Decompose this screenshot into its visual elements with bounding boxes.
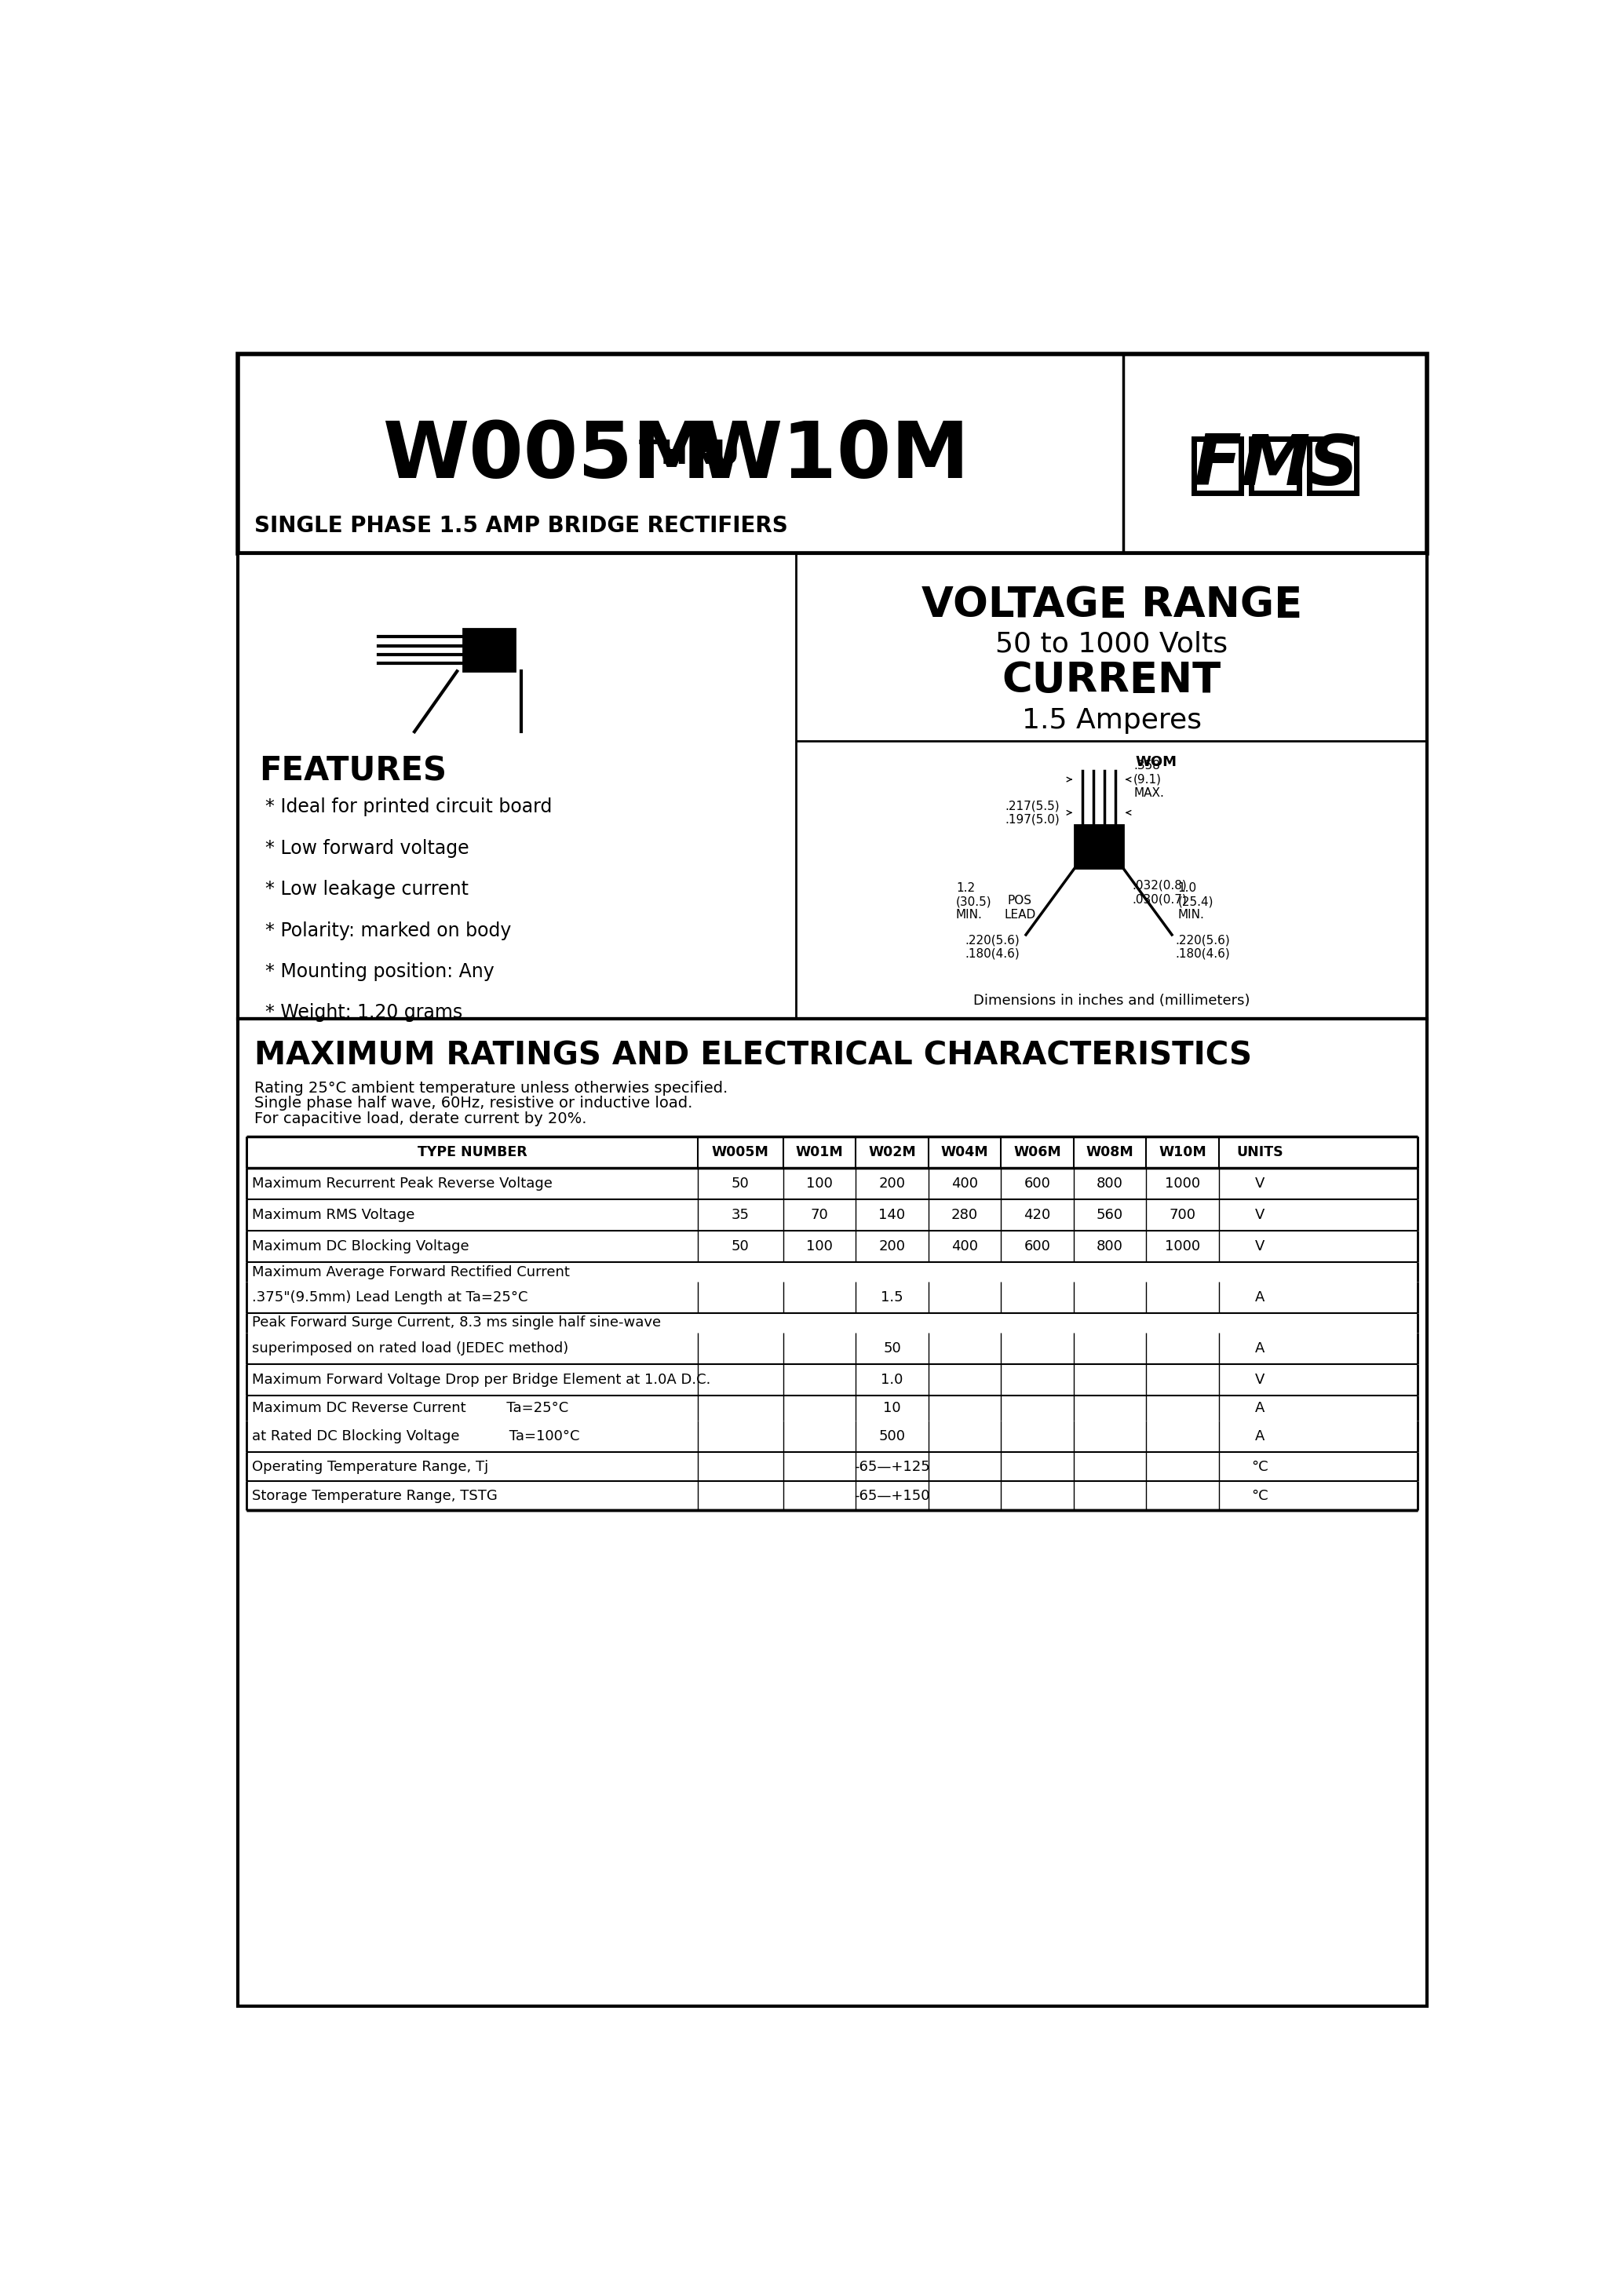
- Text: .375"(9.5mm) Lead Length at Ta=25°C: .375"(9.5mm) Lead Length at Ta=25°C: [252, 1290, 528, 1304]
- Text: °C: °C: [1250, 1460, 1268, 1473]
- Text: S: S: [1307, 431, 1358, 500]
- Text: SINGLE PHASE 1.5 AMP BRIDGE RECTIFIERS: SINGLE PHASE 1.5 AMP BRIDGE RECTIFIERS: [255, 514, 788, 537]
- Text: 100: 100: [806, 1177, 833, 1191]
- FancyBboxPatch shape: [1309, 438, 1356, 493]
- Text: 400: 400: [952, 1239, 978, 1253]
- Text: 50: 50: [731, 1239, 749, 1253]
- Text: UNITS: UNITS: [1236, 1145, 1283, 1159]
- Text: 800: 800: [1096, 1239, 1124, 1253]
- Text: 70: 70: [810, 1207, 828, 1223]
- Text: MAXIMUM RATINGS AND ELECTRICAL CHARACTERISTICS: MAXIMUM RATINGS AND ELECTRICAL CHARACTER…: [255, 1040, 1252, 1072]
- Text: 560: 560: [1096, 1207, 1124, 1223]
- Text: 280: 280: [952, 1207, 978, 1223]
- Text: 1000: 1000: [1164, 1239, 1200, 1253]
- Text: 1.5: 1.5: [880, 1290, 903, 1304]
- Text: °C: °C: [1250, 1489, 1268, 1503]
- Text: For capacitive load, derate current by 20%.: For capacitive load, derate current by 2…: [255, 1111, 588, 1127]
- Text: 140: 140: [879, 1207, 906, 1223]
- Text: Maximum Average Forward Rectified Current: Maximum Average Forward Rectified Curren…: [252, 1265, 570, 1278]
- Text: F: F: [1194, 431, 1241, 500]
- Text: 800: 800: [1096, 1177, 1124, 1191]
- Text: V: V: [1255, 1239, 1265, 1253]
- Text: .217(5.5)
.197(5.0): .217(5.5) .197(5.0): [1005, 801, 1059, 826]
- Text: 420: 420: [1023, 1207, 1051, 1223]
- Text: W10M: W10M: [695, 418, 970, 496]
- Text: W10M: W10M: [1158, 1145, 1207, 1159]
- Text: .220(5.6)
.180(4.6): .220(5.6) .180(4.6): [1174, 934, 1229, 959]
- Text: W005M: W005M: [711, 1145, 770, 1159]
- Text: 1.2
(30.5)
MIN.: 1.2 (30.5) MIN.: [957, 881, 992, 920]
- Text: * Polarity: marked on body: * Polarity: marked on body: [265, 920, 512, 941]
- Text: V: V: [1255, 1207, 1265, 1223]
- Text: 500: 500: [879, 1430, 905, 1444]
- Text: W08M: W08M: [1086, 1145, 1134, 1159]
- Text: .220(5.6)
.180(4.6): .220(5.6) .180(4.6): [965, 934, 1020, 959]
- Text: TYPE NUMBER: TYPE NUMBER: [417, 1145, 528, 1159]
- Text: Storage Temperature Range, TSTG: Storage Temperature Range, TSTG: [252, 1489, 497, 1503]
- Text: A: A: [1255, 1290, 1265, 1304]
- Text: FEATURES: FEATURES: [258, 755, 447, 787]
- Text: Maximum DC Blocking Voltage: Maximum DC Blocking Voltage: [252, 1239, 469, 1253]
- Text: * Low forward voltage: * Low forward voltage: [265, 840, 469, 858]
- Text: Rating 25°C ambient temperature unless otherwies specified.: Rating 25°C ambient temperature unless o…: [255, 1081, 728, 1095]
- Text: Maximum Forward Voltage Drop per Bridge Element at 1.0A D.C.: Maximum Forward Voltage Drop per Bridge …: [252, 1372, 710, 1386]
- Text: 1.5 Amperes: 1.5 Amperes: [1021, 707, 1202, 734]
- Bar: [237, 353, 1427, 553]
- Text: W02M: W02M: [869, 1145, 916, 1159]
- Text: .032(0.8)
.030(0.7): .032(0.8) .030(0.7): [1132, 879, 1187, 904]
- Text: W005M: W005M: [383, 418, 711, 496]
- Text: 600: 600: [1023, 1177, 1051, 1191]
- Text: Dimensions in inches and (millimeters): Dimensions in inches and (millimeters): [973, 994, 1250, 1008]
- Text: Maximum Recurrent Peak Reverse Voltage: Maximum Recurrent Peak Reverse Voltage: [252, 1177, 552, 1191]
- Text: A: A: [1255, 1340, 1265, 1356]
- Text: 600: 600: [1023, 1239, 1051, 1253]
- Text: 100: 100: [806, 1239, 833, 1253]
- Text: A: A: [1255, 1400, 1265, 1416]
- Text: .358
(9.1)
MAX.: .358 (9.1) MAX.: [1134, 760, 1164, 799]
- Text: 35: 35: [731, 1207, 749, 1223]
- Text: 700: 700: [1169, 1207, 1195, 1223]
- Text: 1.0: 1.0: [880, 1372, 903, 1386]
- Bar: [237, 1019, 1427, 2006]
- Text: POS
LEAD: POS LEAD: [1004, 895, 1036, 920]
- Text: A: A: [1255, 1430, 1265, 1444]
- Text: -65—+150: -65—+150: [854, 1489, 931, 1503]
- Text: superimposed on rated load (JEDEC method): superimposed on rated load (JEDEC method…: [252, 1340, 568, 1356]
- Text: Maximum DC Reverse Current         Ta=25°C: Maximum DC Reverse Current Ta=25°C: [252, 1400, 568, 1416]
- Text: V: V: [1255, 1372, 1265, 1386]
- Text: 10: 10: [883, 1400, 901, 1416]
- Text: 50 to 1000 Volts: 50 to 1000 Volts: [996, 631, 1228, 656]
- Text: M: M: [1241, 431, 1311, 500]
- FancyBboxPatch shape: [1252, 438, 1299, 493]
- Text: W04M: W04M: [940, 1145, 989, 1159]
- Text: CURRENT: CURRENT: [1002, 661, 1221, 700]
- Text: Single phase half wave, 60Hz, resistive or inductive load.: Single phase half wave, 60Hz, resistive …: [255, 1097, 693, 1111]
- Text: 50: 50: [731, 1177, 749, 1191]
- Text: 200: 200: [879, 1177, 905, 1191]
- Text: at Rated DC Blocking Voltage           Ta=100°C: at Rated DC Blocking Voltage Ta=100°C: [252, 1430, 580, 1444]
- Text: 200: 200: [879, 1239, 905, 1253]
- Text: Operating Temperature Range, Tj: Operating Temperature Range, Tj: [252, 1460, 489, 1473]
- Text: W06M: W06M: [1013, 1145, 1060, 1159]
- Text: VOLTAGE RANGE: VOLTAGE RANGE: [921, 585, 1302, 624]
- Text: Peak Forward Surge Current, 8.3 ms single half sine-wave: Peak Forward Surge Current, 8.3 ms singl…: [252, 1315, 661, 1329]
- Text: 50: 50: [883, 1340, 901, 1356]
- Text: 400: 400: [952, 1177, 978, 1191]
- Bar: [1075, 824, 1124, 868]
- Bar: [463, 629, 515, 670]
- Bar: [237, 553, 1427, 1019]
- Text: W01M: W01M: [796, 1145, 843, 1159]
- Text: * Low leakage current: * Low leakage current: [265, 879, 468, 900]
- Text: * Mounting position: Any: * Mounting position: Any: [265, 962, 494, 980]
- Text: V: V: [1255, 1177, 1265, 1191]
- Text: 1000: 1000: [1164, 1177, 1200, 1191]
- Text: * Weight: 1.20 grams: * Weight: 1.20 grams: [265, 1003, 463, 1021]
- Text: * Ideal for printed circuit board: * Ideal for printed circuit board: [265, 799, 552, 817]
- Text: -65—+125: -65—+125: [854, 1460, 931, 1473]
- Text: WOM: WOM: [1135, 755, 1177, 769]
- Text: 1.0
(25.4)
MIN.: 1.0 (25.4) MIN.: [1177, 881, 1213, 920]
- Text: Maximum RMS Voltage: Maximum RMS Voltage: [252, 1207, 414, 1223]
- FancyBboxPatch shape: [1194, 438, 1241, 493]
- Text: THRU: THRU: [638, 438, 741, 470]
